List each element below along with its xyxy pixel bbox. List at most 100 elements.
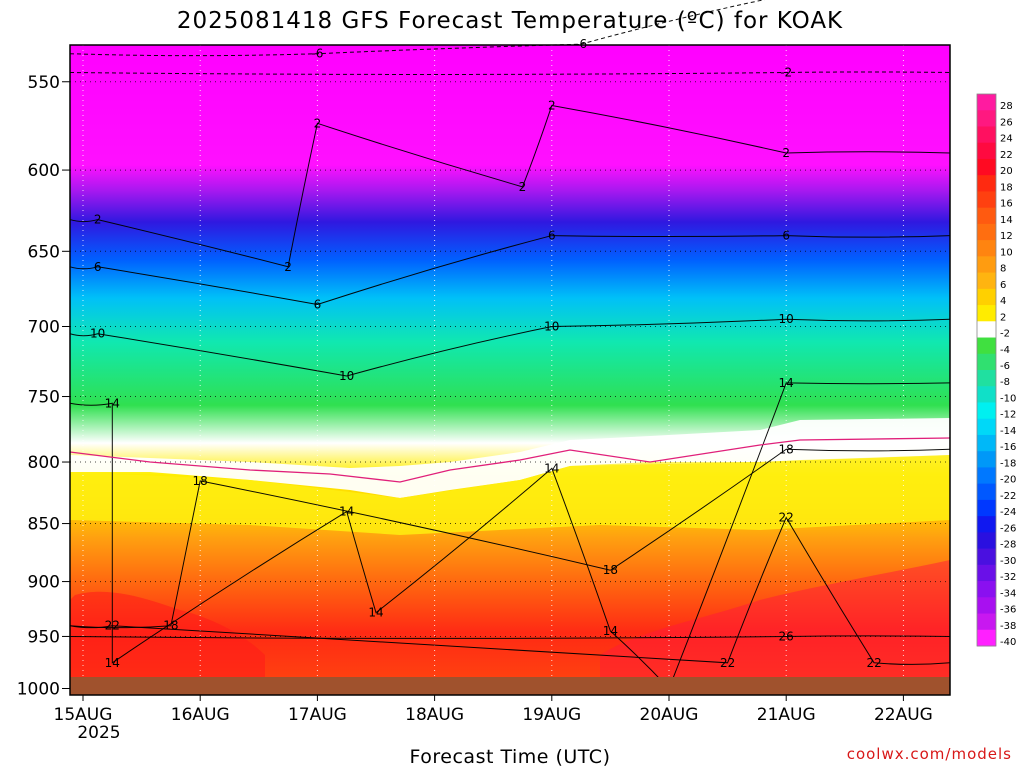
colorbar-tick-label: -18 (1000, 458, 1016, 469)
colorbar-tick-label: -32 (1000, 572, 1016, 583)
yellow-band (70, 455, 950, 535)
colorbar-swatch (977, 516, 996, 533)
colorbar-tick-label: 12 (1000, 231, 1013, 242)
colorbar-tick-label: -14 (1000, 426, 1016, 437)
colorbar-tick-label: -34 (1000, 588, 1016, 599)
colorbar-swatch (977, 386, 996, 403)
colorbar-tick-label: -16 (1000, 442, 1016, 453)
colorbar-swatch (977, 337, 996, 355)
temperature-field (70, 45, 950, 677)
isotherm-label: 14 (368, 606, 383, 620)
colorbar-swatch (977, 581, 996, 598)
warm-cell (70, 591, 265, 677)
isotherm-label: 22 (720, 656, 735, 670)
isotherm-label: 18 (779, 442, 794, 456)
x-tick-label: 15AUG (54, 705, 113, 725)
colorbar: 28 26 24 22 20 18 16 14 12 10 8 6 4 2 -2 -4 -6 -8 -10 -12 -1… (976, 93, 1016, 648)
isotherm-contours (69, 0, 951, 690)
colorbar-swatch (977, 353, 996, 371)
colorbar-frame (976, 93, 997, 647)
isotherm-label: 14 (603, 624, 618, 638)
isotherm-line (69, 104, 951, 268)
grid-lines (70, 45, 950, 677)
freezing-band (70, 418, 950, 498)
isotherm-line (69, 516, 951, 665)
colorbar-tick-label: -8 (1000, 377, 1010, 388)
colorbar-swatch (977, 532, 996, 550)
isotherm-label: 2 (782, 146, 790, 160)
colorbar-tick-label: -6 (1000, 361, 1010, 372)
colorbar-swatch (977, 207, 996, 225)
zero-isotherm-line (69, 437, 951, 483)
colorbar-swatch (977, 467, 996, 485)
warm-cell (600, 560, 950, 677)
isotherm-label: 22 (779, 511, 794, 525)
colorbar-tick-label: -12 (1000, 410, 1016, 421)
x-tick-label: 17AUG (288, 705, 347, 725)
colorbar-tick-label: -20 (1000, 475, 1016, 486)
colorbar-swatch (977, 110, 996, 127)
isotherm-labels: -30-46-50-38-34-26-22-18-14-10-622610141… (90, 0, 882, 696)
isotherm-label: 2 (94, 213, 102, 227)
credit-text: coolwx.com/models (847, 745, 1012, 763)
isotherm-label: 18 (603, 563, 618, 577)
colorbar-swatch (977, 548, 996, 566)
isotherm-label: -2 (780, 65, 792, 79)
chart-title: 2025081418 GFS Forecast Temperature (ºC)… (177, 8, 843, 34)
colorbar-tick-label: -4 (1000, 345, 1010, 356)
colorbar-swatch (977, 597, 996, 615)
colorbar-swatch (977, 223, 996, 241)
colorbar-swatch (977, 305, 996, 322)
x-axis: 15AUG 16AUG 17AUG 18AUG 19AUG 20AUG 21AUG 22AUG… (54, 695, 933, 743)
colorbar-swatch (977, 240, 996, 257)
y-tick-label: 850 (28, 515, 60, 535)
x-tick-year-label: 2025 (77, 723, 120, 743)
isotherm-label: 10 (779, 312, 794, 326)
colorbar-swatch (977, 126, 996, 144)
isotherm-line (69, 382, 951, 690)
colorbar-swatch (977, 613, 996, 631)
y-tick-label: 950 (28, 627, 60, 647)
colorbar-swatch (977, 499, 996, 517)
isotherm-label: 14 (105, 656, 120, 670)
isotherm-label: 14 (544, 461, 559, 475)
colorbar-tick-label: 2 (1000, 312, 1006, 323)
isotherm-label: 22 (866, 656, 881, 670)
y-tick-label: 650 (28, 242, 60, 262)
colorbar-tick-label: 8 (1000, 264, 1006, 275)
colorbar-tick-label: -26 (1000, 523, 1016, 534)
isotherm-label: -6 (780, 0, 792, 2)
colorbar-swatch (977, 94, 996, 111)
x-tick-label: 19AUG (522, 705, 581, 725)
colorbar-tick-label: 20 (1000, 166, 1013, 177)
colorbar-tick-label: -22 (1000, 491, 1016, 502)
isotherm-label: 6 (94, 260, 102, 274)
isotherm-line (69, 71, 951, 75)
colorbar-tick-label: 10 (1000, 247, 1013, 258)
colorbar-tick-label: -2 (1000, 329, 1010, 340)
colorbar-tick-label: 26 (1000, 117, 1013, 128)
x-tick-label: 18AUG (405, 705, 464, 725)
colorbar-tick-label: -38 (1000, 621, 1016, 632)
isotherm-line (69, 235, 951, 306)
isotherm-label: 10 (90, 327, 105, 341)
temperature-bands (70, 418, 950, 677)
colorbar-tick-label: -24 (1000, 507, 1016, 518)
isotherm-label: 6 (314, 298, 322, 312)
isotherm-label: 26 (779, 629, 794, 643)
y-tick-label: 550 (28, 73, 60, 93)
colorbar-tick-label: -40 (1000, 637, 1016, 648)
isotherm-label: 2 (548, 98, 556, 112)
y-tick-label: 800 (28, 453, 60, 473)
y-tick-label: 900 (28, 573, 60, 593)
isotherm-label: 6 (782, 229, 790, 243)
colorbar-tick-label: 16 (1000, 199, 1013, 210)
isotherm-label: 14 (339, 505, 354, 519)
isotherm-label: -6 (311, 47, 323, 61)
colorbar-swatch (977, 564, 996, 582)
colorbar-tick-label: 4 (1000, 296, 1006, 307)
colorbar-swatch (977, 142, 996, 160)
colorbar-swatch (977, 434, 996, 452)
colorbar-swatch (977, 191, 996, 209)
